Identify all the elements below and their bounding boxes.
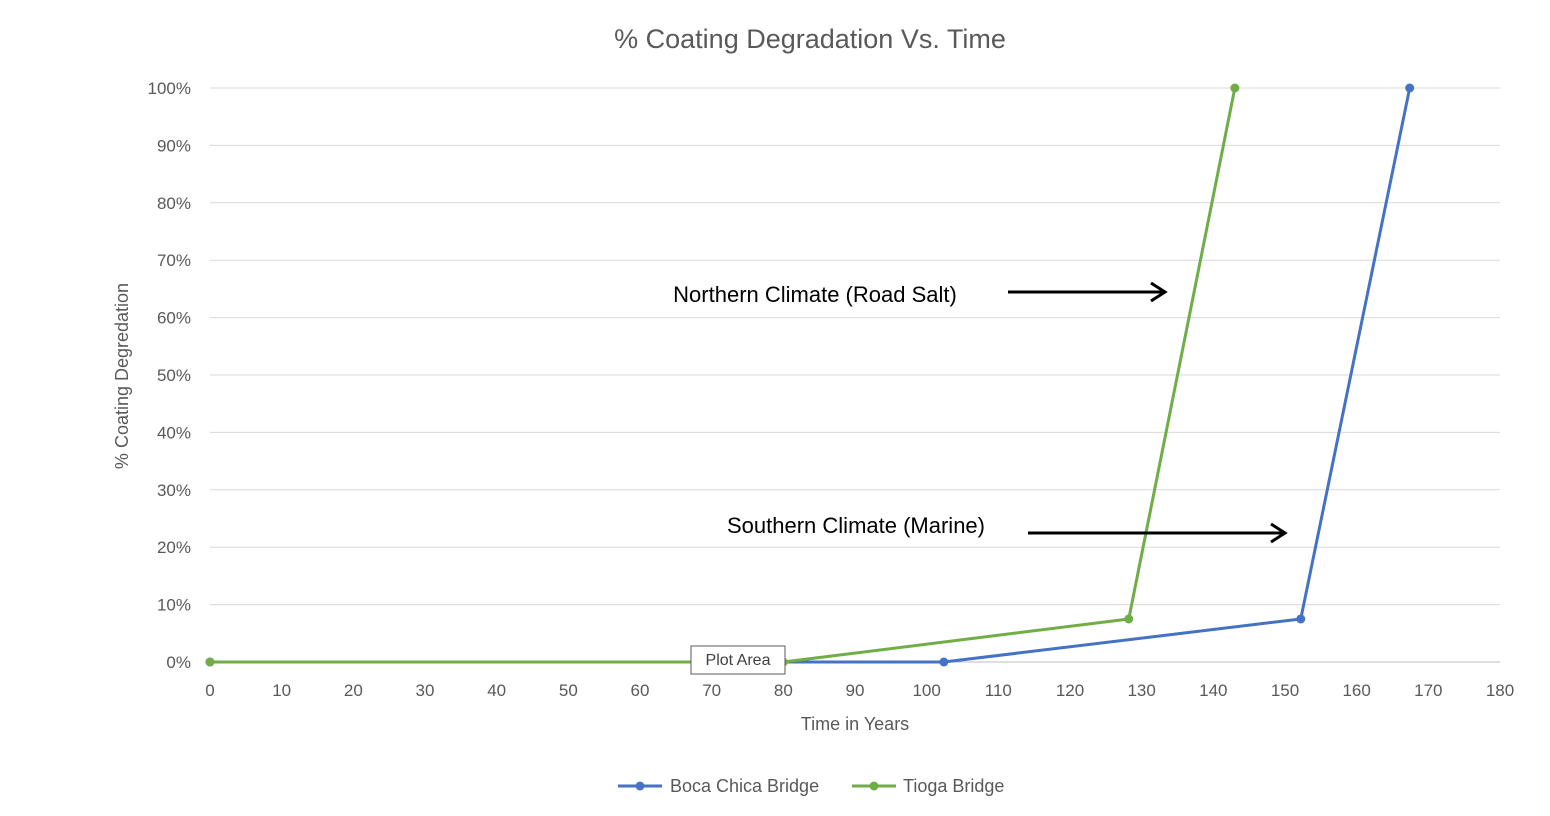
y-tick-label: 40% xyxy=(157,423,191,442)
series-line-1[interactable] xyxy=(210,87,1237,664)
x-tick-label: 110 xyxy=(985,681,1012,700)
arrow-southern-icon xyxy=(1028,522,1288,544)
x-axis-title: Time in Years xyxy=(801,714,909,734)
x-tick-label: 80 xyxy=(774,681,793,700)
y-axis-ticks: 0% 10% 20% 30% 40% 50% 60% 70% 80% 90% 100% xyxy=(148,79,191,672)
plot-area-tooltip: Plot Area xyxy=(690,645,786,675)
data-point-0[interactable] xyxy=(1405,83,1415,93)
annotation-northern-climate: Northern Climate (Road Salt) xyxy=(673,282,957,307)
x-tick-label: 60 xyxy=(631,681,650,700)
y-tick-label: 30% xyxy=(157,481,191,500)
data-point-0[interactable] xyxy=(1296,614,1306,624)
y-tick-label: 20% xyxy=(157,538,191,557)
y-tick-label: 60% xyxy=(157,309,191,328)
chart-title: % Coating Degradation Vs. Time xyxy=(614,24,1006,54)
x-tick-label: 40 xyxy=(487,681,506,700)
x-tick-label: 20 xyxy=(344,681,363,700)
y-tick-label: 10% xyxy=(157,596,191,615)
legend-item-tioga[interactable]: Tioga Bridge xyxy=(852,776,1004,796)
tooltip-text: Plot Area xyxy=(706,652,771,669)
legend-label-tioga: Tioga Bridge xyxy=(903,776,1004,796)
annotation-southern-climate: Southern Climate (Marine) xyxy=(727,513,985,538)
y-tick-label: 80% xyxy=(157,194,191,213)
legend-label-boca-chica: Boca Chica Bridge xyxy=(670,776,819,796)
x-tick-label: 130 xyxy=(1127,681,1155,700)
x-tick-label: 70 xyxy=(702,681,721,700)
y-tick-label: 0% xyxy=(166,653,191,672)
y-tick-label: 50% xyxy=(157,366,191,385)
x-axis-ticks: 0 10 20 30 40 50 60 70 80 90 100 110 120 130 140 150 160… xyxy=(205,681,1514,700)
x-tick-label: 170 xyxy=(1414,681,1442,700)
x-tick-label: 90 xyxy=(846,681,865,700)
series-group xyxy=(205,83,1415,667)
gridlines xyxy=(210,87,1500,606)
y-tick-label: 70% xyxy=(157,251,191,270)
arrow-northern-icon xyxy=(1008,281,1168,303)
data-point-1[interactable] xyxy=(1124,614,1134,624)
x-tick-label: 180 xyxy=(1486,681,1514,700)
y-axis-title: % Coating Degredation xyxy=(112,283,132,469)
y-tick-label: 100% xyxy=(148,79,191,98)
x-tick-label: 100 xyxy=(912,681,940,700)
x-tick-label: 160 xyxy=(1342,681,1370,700)
data-point-1[interactable] xyxy=(205,657,215,667)
x-tick-label: 140 xyxy=(1199,681,1227,700)
x-tick-label: 120 xyxy=(1056,681,1084,700)
legend-item-boca-chica[interactable]: Boca Chica Bridge xyxy=(618,776,819,796)
data-point-0[interactable] xyxy=(939,657,949,667)
data-point-1[interactable] xyxy=(1230,83,1240,93)
x-tick-label: 150 xyxy=(1271,681,1299,700)
legend: Boca Chica Bridge Tioga Bridge xyxy=(618,776,1004,796)
y-tick-label: 90% xyxy=(157,136,191,155)
x-tick-label: 0 xyxy=(205,681,214,700)
x-tick-label: 50 xyxy=(559,681,578,700)
x-tick-label: 30 xyxy=(416,681,435,700)
x-tick-label: 10 xyxy=(272,681,291,700)
